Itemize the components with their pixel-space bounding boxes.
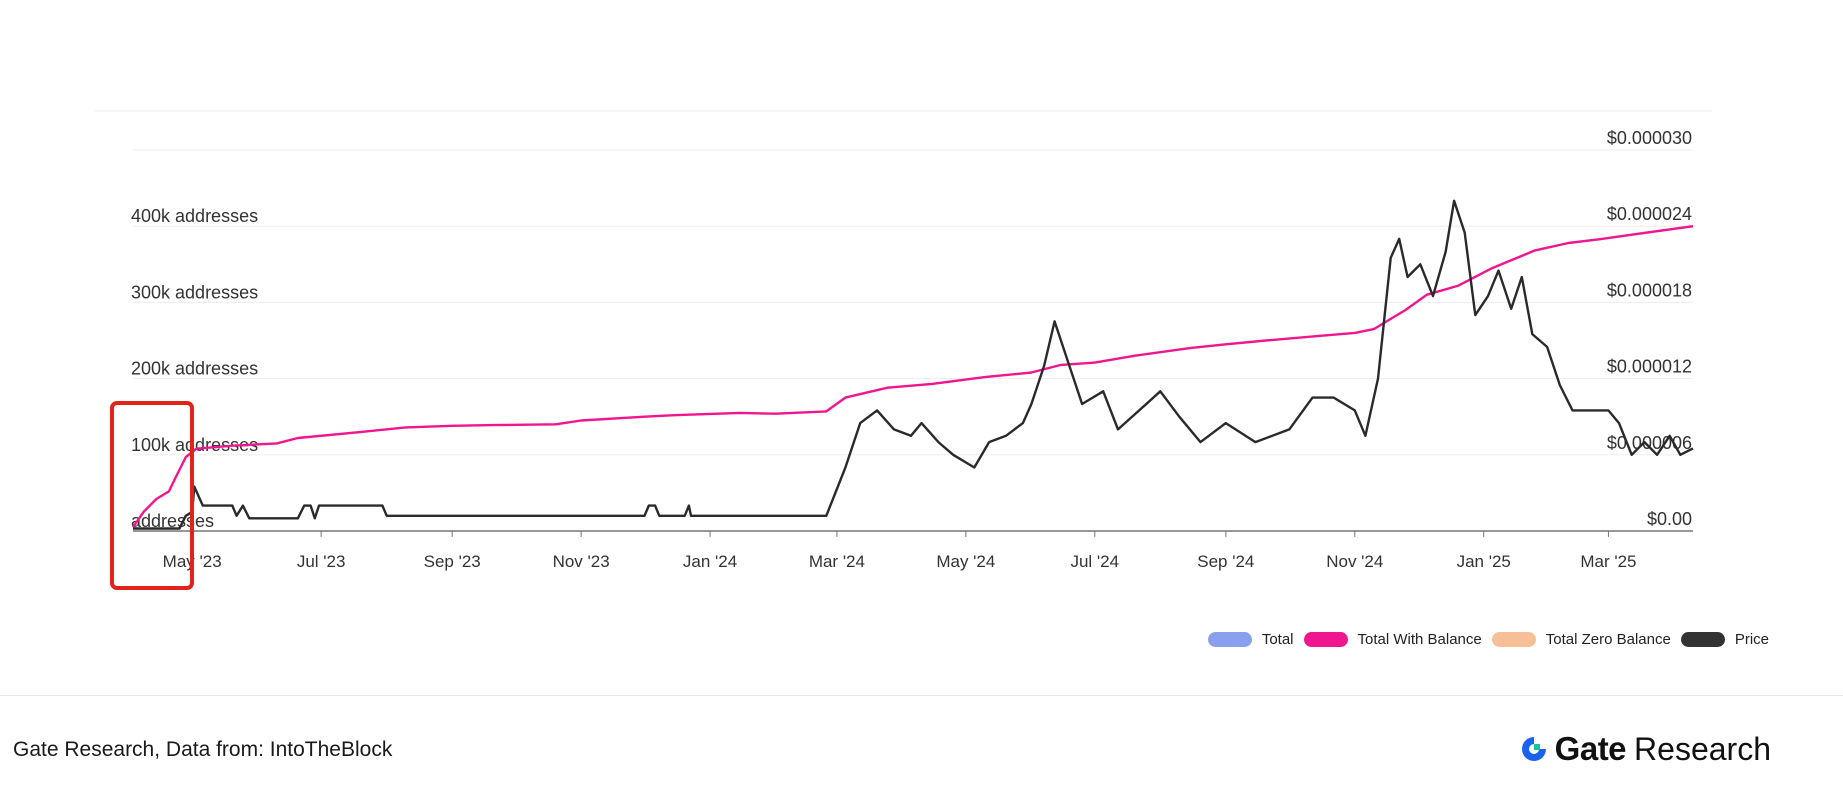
x-tick-label: Jan '24 xyxy=(683,552,737,571)
x-tick-label: Nov '24 xyxy=(1326,552,1383,571)
legend-label-total: Total xyxy=(1261,631,1294,648)
left-axis-label: 400k addresses xyxy=(131,206,258,226)
gate-logo-icon xyxy=(1521,737,1546,761)
legend-item-total-zero-balance[interactable]: Total Zero Balance xyxy=(1491,631,1671,648)
legend-label-total-with-balance: Total With Balance xyxy=(1357,631,1482,648)
x-tick-label: Jul '24 xyxy=(1070,552,1119,571)
x-tick-label: Jan '25 xyxy=(1457,552,1511,571)
legend-item-total[interactable]: Total xyxy=(1207,631,1294,648)
series-line-total-with-balance xyxy=(132,225,1694,528)
legend-item-price[interactable]: Price xyxy=(1680,631,1769,648)
x-tick-label: Nov '23 xyxy=(553,552,610,571)
left-axis-label: 100k addresses xyxy=(131,435,258,455)
legend-swatch-total-with-balance xyxy=(1303,632,1348,647)
brand-name: Gate xyxy=(1554,730,1627,767)
legend-item-total-with-balance[interactable]: Total With Balance xyxy=(1303,631,1482,648)
right-axis-label: $0.000018 xyxy=(1607,280,1692,300)
legend-label-price: Price xyxy=(1734,631,1769,648)
legend-swatch-total xyxy=(1207,632,1252,647)
brand-logo-block: Gate Research xyxy=(1519,730,1771,768)
source-caption: Gate Research, Data from: IntoTheBlock xyxy=(13,738,393,761)
x-tick-label: Sep '24 xyxy=(1197,552,1254,571)
x-tick-label: May '24 xyxy=(936,552,995,571)
highlight-box xyxy=(110,401,194,590)
legend-swatch-total-zero-balance xyxy=(1491,632,1536,647)
x-tick-label: Mar '25 xyxy=(1580,552,1636,571)
legend-label-total-zero-balance: Total Zero Balance xyxy=(1545,631,1671,648)
left-axis-label: 200k addresses xyxy=(131,359,258,379)
x-tick-label: Sep '23 xyxy=(424,552,481,571)
legend-swatch-price xyxy=(1680,632,1725,647)
brand-sub: Research xyxy=(1634,730,1771,767)
series-line-price xyxy=(133,199,1694,530)
footer-divider xyxy=(0,695,1843,696)
left-axis-label: 300k addresses xyxy=(131,282,258,302)
right-axis-label: $0.00 xyxy=(1647,509,1692,529)
x-tick-label: Mar '24 xyxy=(809,552,865,571)
chart-legend: Total Total With Balance Total Zero Bala… xyxy=(1198,631,1769,648)
right-axis-label: $0.000030 xyxy=(1607,128,1692,148)
right-axis-label: $0.000012 xyxy=(1607,357,1692,377)
x-tick-label: Jul '23 xyxy=(297,552,346,571)
right-axis-label: $0.000024 xyxy=(1607,204,1692,224)
right-axis-label: $0.000006 xyxy=(1607,433,1692,453)
